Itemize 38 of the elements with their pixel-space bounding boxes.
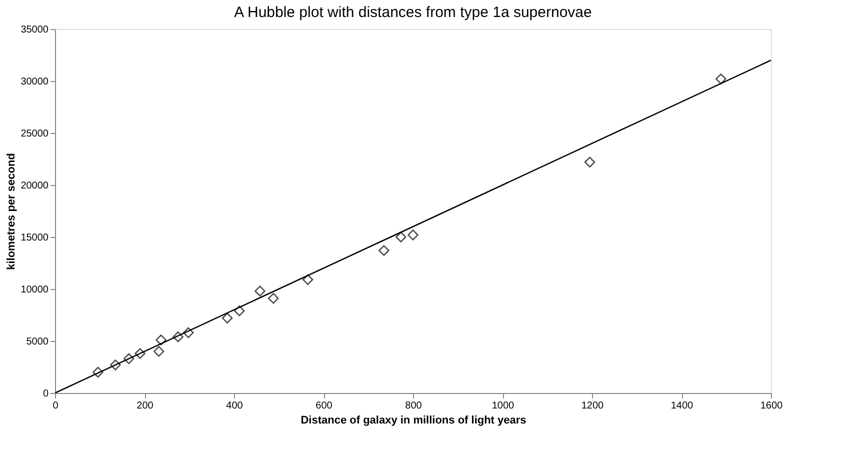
point [172, 331, 184, 342]
x-tick-label: 800 [405, 400, 422, 412]
point [134, 348, 146, 359]
point [156, 334, 166, 346]
point [396, 232, 406, 242]
point [92, 366, 104, 378]
point [302, 274, 314, 286]
point [254, 286, 266, 296]
x-tick-label: 1400 [670, 400, 694, 412]
point [222, 312, 233, 324]
y-tick-label: 10000 [20, 284, 49, 296]
point [110, 360, 121, 370]
x-tick-label: 1600 [760, 400, 784, 412]
point [715, 74, 726, 84]
chart-title: A Hubble plot with distances from type 1a supernovae [234, 4, 592, 21]
y-tick-label: 5000 [26, 336, 49, 348]
x-tick-label: 400 [226, 400, 244, 412]
y-tick-label: 20000 [20, 180, 49, 192]
point [153, 346, 164, 357]
point [123, 353, 134, 364]
y-tick-label: 0 [42, 388, 49, 400]
x-tick-label: 200 [136, 400, 154, 412]
x-tick-label: 1200 [581, 400, 604, 412]
x-axis-title: Distance of galaxy in millions of light years [300, 414, 526, 426]
x-tick-label: 600 [316, 400, 333, 412]
y-tick-label: 35000 [20, 24, 49, 36]
y-axis-title: kilometres per second [6, 153, 18, 270]
point [408, 230, 418, 240]
point [182, 327, 194, 338]
point [378, 245, 390, 256]
y-tick-label: 15000 [20, 232, 49, 244]
x-tick-label: 1000 [492, 400, 515, 412]
point [268, 292, 279, 304]
y-tick-label: 30000 [20, 76, 49, 88]
y-tick-label: 25000 [20, 128, 49, 140]
point [584, 156, 596, 168]
x-tick-label: 0 [52, 400, 59, 412]
point [234, 305, 245, 316]
